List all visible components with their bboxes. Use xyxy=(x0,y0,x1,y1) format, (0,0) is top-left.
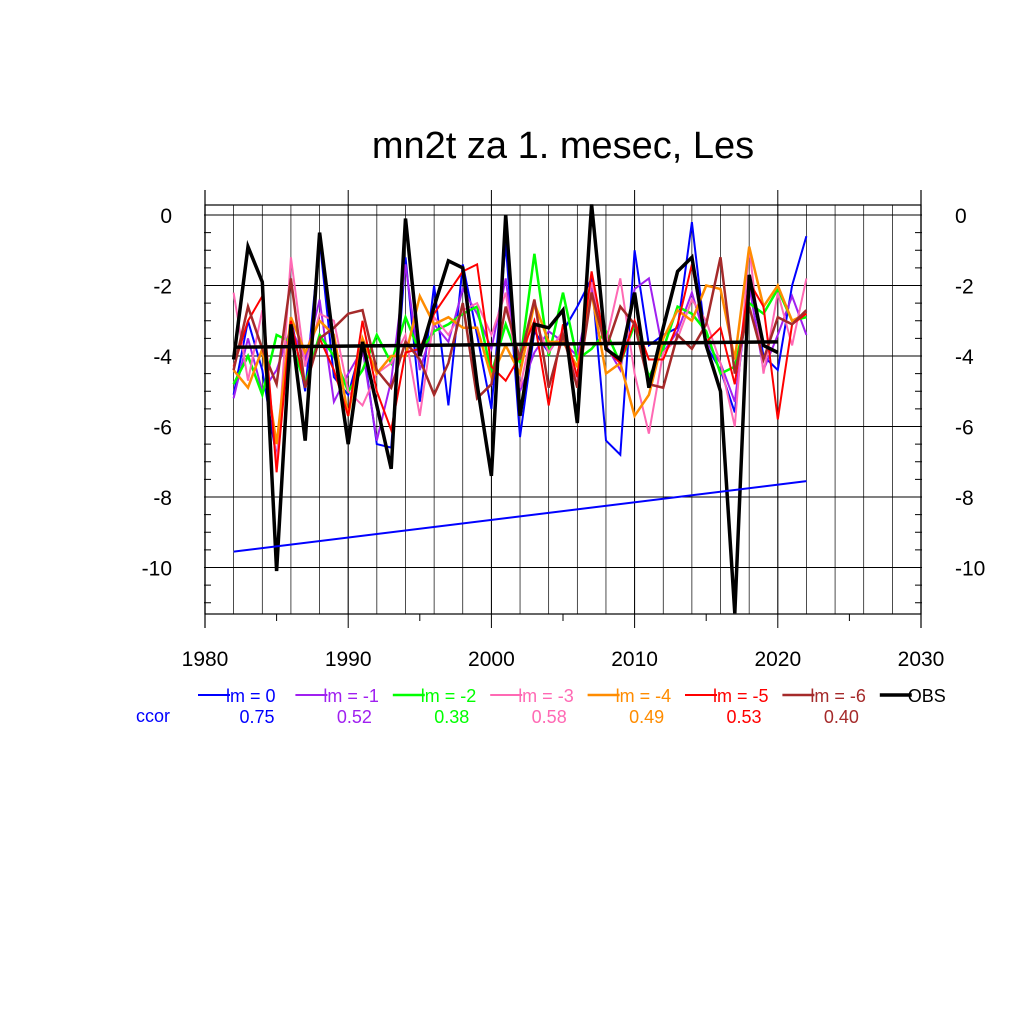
x-tick-label: 1980 xyxy=(182,648,229,671)
legend-label: lm = -6 xyxy=(810,686,866,706)
series-line-7 xyxy=(231,204,779,614)
trend-line-1 xyxy=(233,480,807,553)
x-tick-label: 2030 xyxy=(898,648,945,671)
legend-label: lm = -5 xyxy=(713,686,769,706)
grid-lines xyxy=(205,190,921,614)
plot-frame xyxy=(204,190,922,628)
y-tick-label-right: -2 xyxy=(955,276,974,299)
x-tick-label: 2000 xyxy=(468,648,515,671)
y-tick-label-right: -4 xyxy=(955,346,974,369)
y-tick-label-left: -10 xyxy=(142,558,172,581)
series-line-6 xyxy=(232,257,808,401)
y-tick-label-right: -10 xyxy=(955,558,985,581)
x-tick-label: 2010 xyxy=(611,648,658,671)
legend-label: lm = -4 xyxy=(616,686,672,706)
ccor-value: 0.58 xyxy=(532,707,567,727)
legend-label: lm = -3 xyxy=(518,686,574,706)
chart-title: mn2t za 1. mesec, Les xyxy=(372,125,754,167)
x-tick-label: 1990 xyxy=(325,648,372,671)
y-tick-label-left: -4 xyxy=(153,346,172,369)
y-tick-label-left: -2 xyxy=(153,276,172,299)
ccor-value: 0.40 xyxy=(824,707,859,727)
y-tick-label-left: -6 xyxy=(153,417,172,440)
y-tick-label-right: -8 xyxy=(955,487,974,510)
ccor-value: 0.49 xyxy=(629,707,664,727)
y-tick-label-right: 0 xyxy=(955,205,967,228)
ccor-value: 0.53 xyxy=(726,707,761,727)
ccor-value: 0.75 xyxy=(239,707,274,727)
trend-line-0 xyxy=(233,340,778,349)
axis-ticks: 1980 1990 2000 2010 2020 2030 0 0 -2 -2 -4 -4 -6 -6 -8… xyxy=(142,205,986,671)
y-tick-label-left: -8 xyxy=(153,487,172,510)
legend: ccor lm = 00.75 lm = -10.52 lm = -20.38 lm =… xyxy=(136,686,946,727)
ccor-value: 0.52 xyxy=(337,707,372,727)
legend-label: lm = -2 xyxy=(421,686,477,706)
plot-border xyxy=(204,204,922,615)
y-tick-label-right: -6 xyxy=(955,417,974,440)
ccor-value: 0.38 xyxy=(434,707,469,727)
legend-label: lm = -1 xyxy=(323,686,379,706)
legend-label: lm = 0 xyxy=(226,686,276,706)
ccor-label: ccor xyxy=(136,706,170,726)
y-tick-label-left: 0 xyxy=(160,205,172,228)
x-tick-label: 2020 xyxy=(754,648,801,671)
series-line-2 xyxy=(232,253,807,400)
series-lines xyxy=(231,204,808,614)
legend-label: OBS xyxy=(908,686,946,706)
